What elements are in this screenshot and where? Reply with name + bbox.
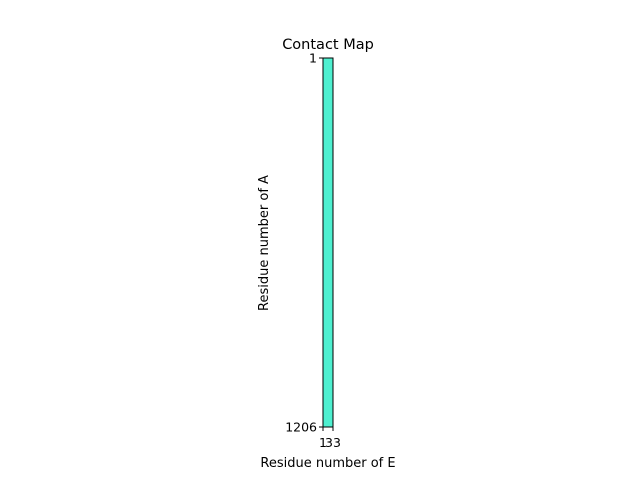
y-tick-label: 1206 [285, 420, 317, 435]
chart-title: Contact Map [282, 37, 374, 53]
y-tick-label: 1 [309, 51, 317, 66]
x-axis-label: Residue number of E [260, 456, 395, 471]
x-tick-label: 33 [325, 435, 341, 450]
plot-frame [322, 57, 334, 428]
y-axis-label: Residue number of A [257, 175, 272, 311]
x-tick-label: 1 [319, 435, 327, 450]
heatmap-cell [323, 58, 333, 427]
